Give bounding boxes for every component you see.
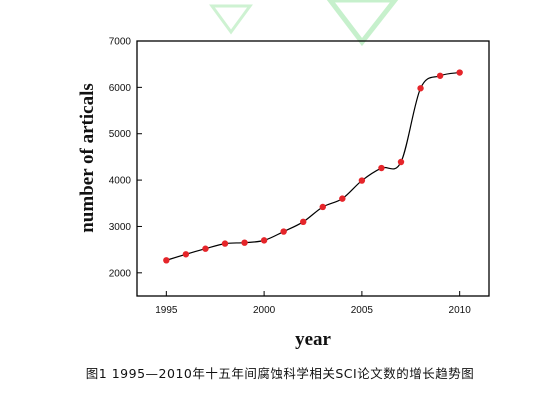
data-point — [300, 218, 307, 226]
y-tick-label: 3000 — [109, 222, 132, 233]
data-point — [378, 164, 385, 172]
data-point — [182, 251, 190, 258]
x-tick-label: 2010 — [449, 305, 472, 316]
y-tick-label: 6000 — [109, 83, 132, 94]
data-point — [202, 245, 209, 252]
data-point — [397, 158, 405, 166]
data-point — [436, 72, 444, 79]
y-tick-label: 4000 — [109, 176, 132, 187]
data-point — [260, 237, 268, 244]
data-point — [339, 195, 346, 202]
watermark-arrow-icon — [209, 0, 399, 47]
data-point — [280, 228, 287, 235]
data-point — [456, 69, 463, 76]
x-tick-label: 2005 — [351, 305, 374, 316]
data-point — [417, 85, 424, 92]
x-tick-label: 1995 — [155, 305, 178, 316]
y-tick-label: 2000 — [109, 268, 132, 279]
data-point — [319, 203, 326, 211]
x-tick-label: 2000 — [253, 305, 276, 316]
data-point — [221, 240, 229, 247]
figure-caption: 图1 1995—2010年十五年间腐蚀科学相关SCI论文数的增长趋势图 — [85, 366, 475, 381]
y-tick-label: 5000 — [109, 129, 132, 140]
plot-frame — [136, 40, 490, 297]
y-axis-label: number of articals — [77, 83, 98, 233]
x-axis-label: year — [295, 329, 331, 350]
data-point — [241, 239, 248, 246]
data-point — [163, 257, 170, 264]
data-point — [358, 177, 366, 184]
trend-line — [166, 71, 460, 261]
y-tick-label: 7000 — [109, 37, 132, 48]
